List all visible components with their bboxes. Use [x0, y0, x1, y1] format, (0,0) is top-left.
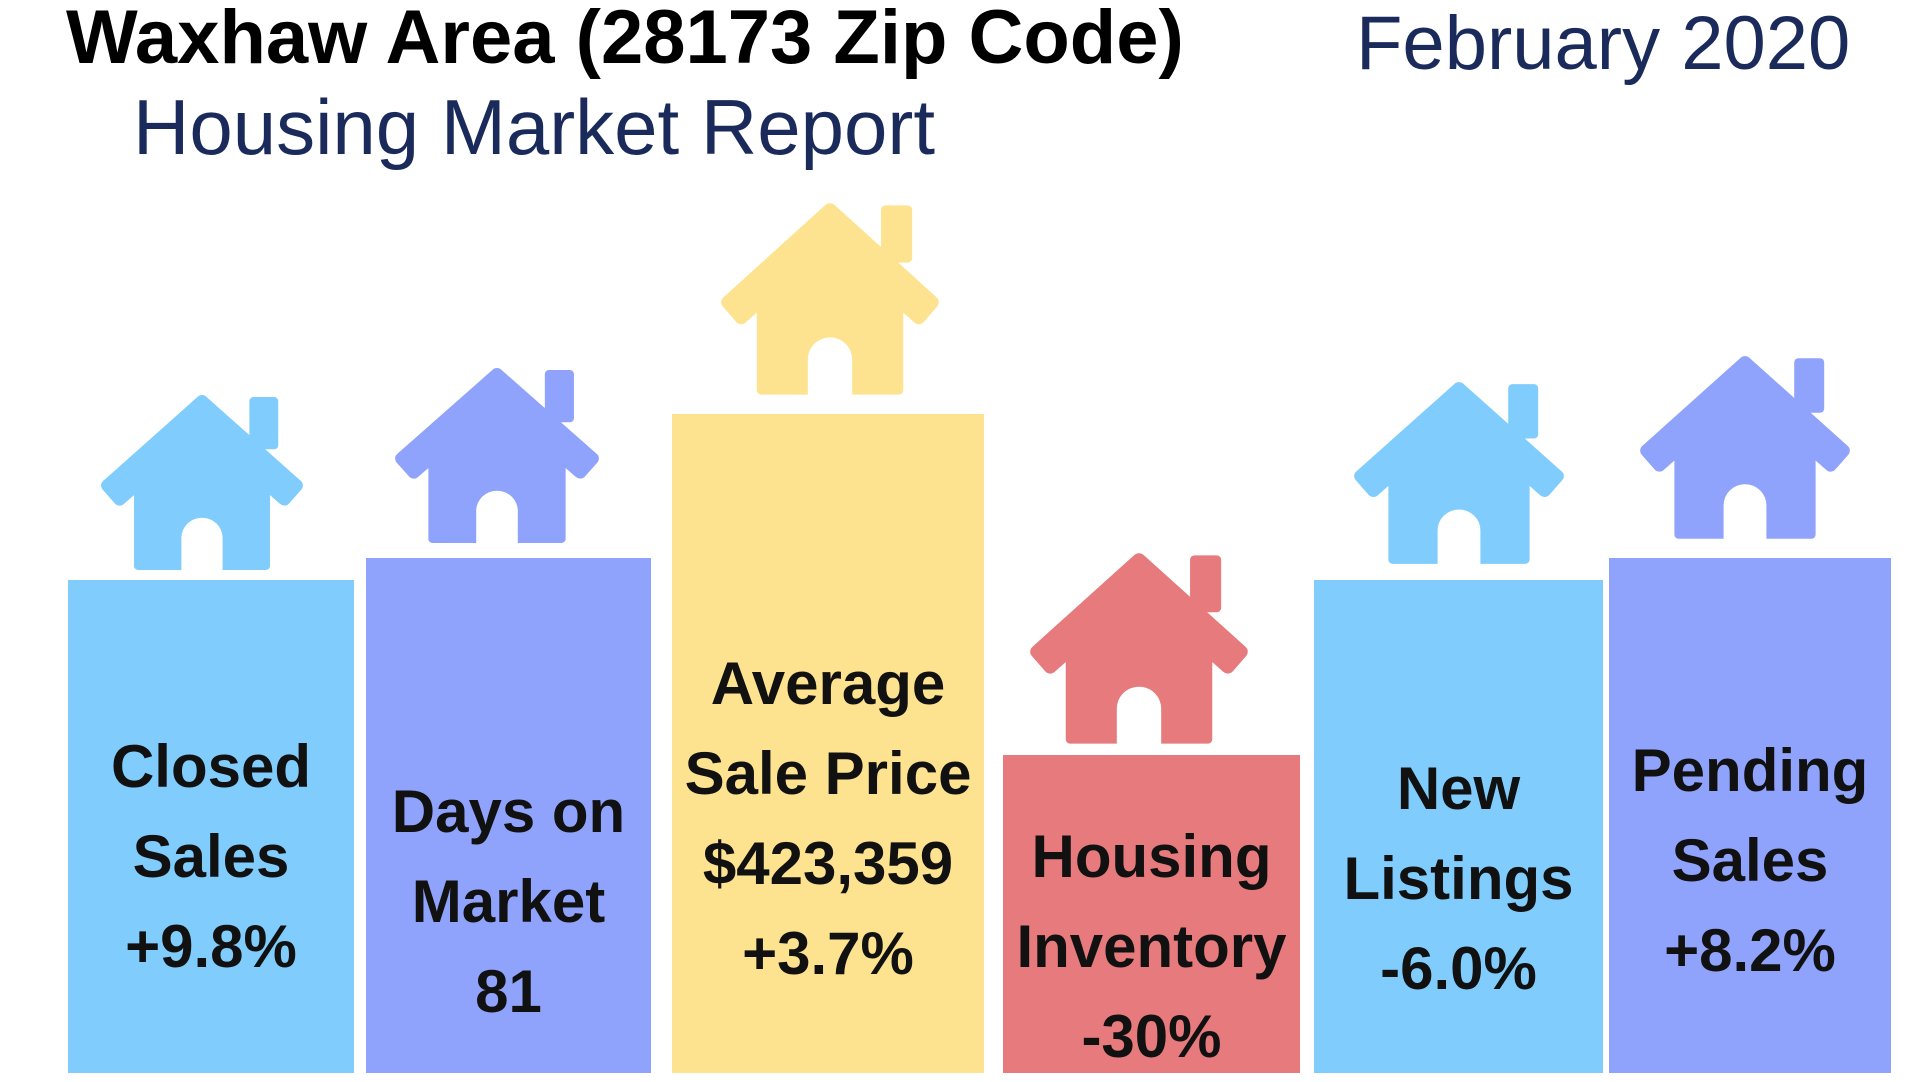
tile-value: -6.0%: [1380, 935, 1537, 1002]
tile-label: Housing: [1031, 823, 1272, 890]
tile-label: Inventory: [1016, 913, 1287, 980]
tile: New Listings -6.0%: [1314, 580, 1603, 1073]
tile-label: Listings: [1343, 845, 1574, 912]
house-icon: [1030, 553, 1248, 746]
house-icon: [1354, 382, 1564, 566]
tile: Housing Inventory -30%: [1003, 755, 1300, 1073]
tile-label: Market: [411, 868, 606, 935]
tile: Pending Sales +8.2%: [1609, 558, 1891, 1073]
tile-text: Pending Sales +8.2%: [1569, 726, 1927, 996]
tile: Average Sale Price $423,359 +3.7%: [672, 414, 984, 1073]
tile-value: +3.7%: [742, 920, 914, 987]
tile-text: Closed Sales +9.8%: [28, 722, 394, 992]
house-icon: [395, 368, 599, 545]
tile-label: Average: [710, 650, 946, 717]
tile-value: +9.8%: [125, 913, 297, 980]
tile-label: Closed: [110, 733, 312, 800]
house-icon: [721, 203, 939, 397]
tile: Closed Sales +9.8%: [68, 580, 354, 1073]
tile-label: Sale Price: [684, 740, 972, 807]
tile-label: Sales: [132, 823, 290, 890]
tile-label: Pending: [1631, 737, 1869, 804]
house-icon: [1640, 356, 1850, 541]
tile: Days on Market 81: [366, 558, 651, 1073]
house-icon: [101, 395, 303, 572]
tile-label: Sales: [1671, 827, 1829, 894]
tile-text: Housing Inventory -30%: [963, 812, 1340, 1082]
tile-value: +8.2%: [1664, 917, 1836, 984]
title: Waxhaw Area (28173 Zip Code): [66, 0, 1184, 80]
tile-value: -30%: [1081, 1003, 1222, 1070]
date: February 2020: [1356, 1, 1851, 86]
tile-text: Average Sale Price $423,359 +3.7%: [632, 639, 1024, 999]
subtitle: Housing Market Report: [133, 83, 936, 171]
tile-text: Days on Market 81: [326, 767, 691, 1037]
tile-label: Days on: [391, 778, 626, 845]
tile-value: 81: [475, 958, 542, 1025]
tile-text: New Listings -6.0%: [1274, 744, 1643, 1014]
tile-value: $423,359: [702, 830, 954, 897]
tile-label: New: [1396, 755, 1521, 822]
